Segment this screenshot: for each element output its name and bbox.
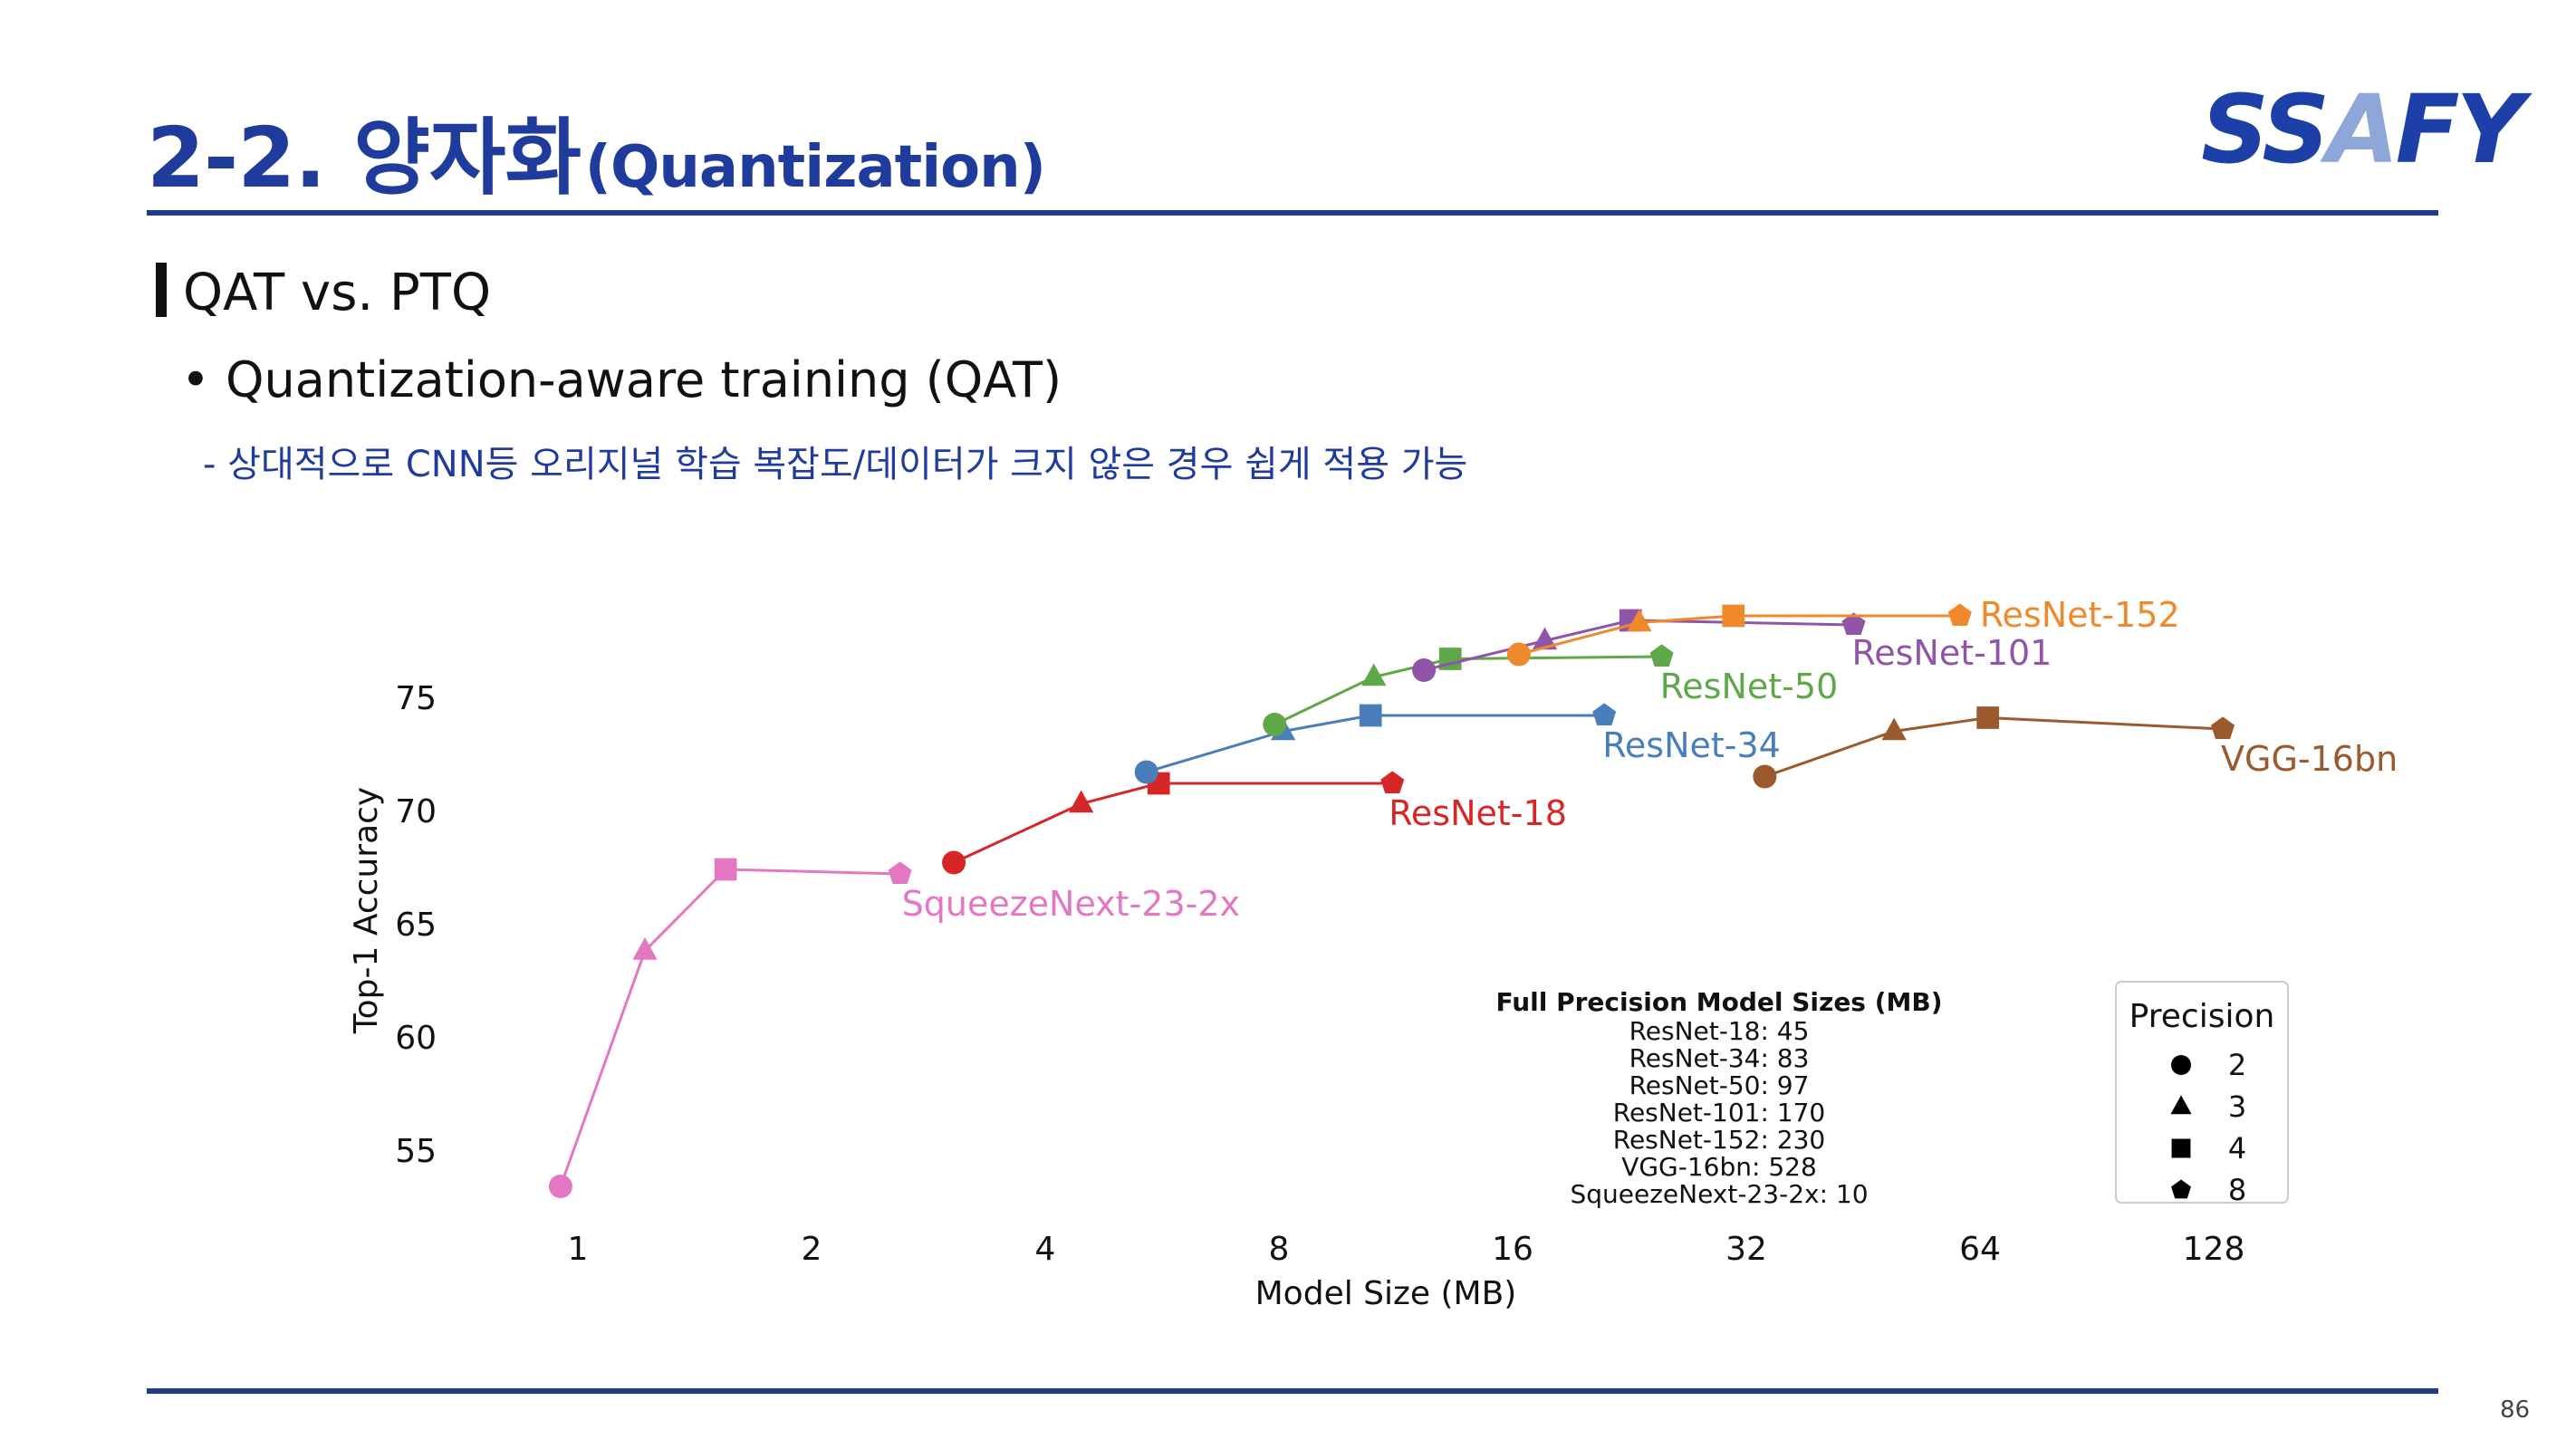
data-point — [1649, 644, 1674, 667]
series-resnet-50: ResNet-50 — [1263, 644, 1838, 736]
info-box-line: ResNet-18: 45 — [1629, 1016, 1810, 1046]
logo-part-fy: FY — [2395, 74, 2524, 185]
series-resnet-34: ResNet-34 — [1134, 703, 1781, 784]
series-label: VGG-16bn — [2221, 739, 2398, 779]
data-point — [1359, 704, 1382, 727]
data-point — [1753, 764, 1777, 789]
series-squeezenext-23-2x: SqueezeNext-23-2x — [548, 858, 1240, 1198]
legend-label: 3 — [2228, 1089, 2246, 1124]
x-axis-label: Model Size (MB) — [1255, 1275, 1517, 1312]
legend-label: 8 — [2228, 1173, 2246, 1207]
data-point — [1134, 760, 1158, 784]
section-heading-text: QAT vs. PTQ — [183, 264, 492, 322]
x-tick-label: 64 — [1959, 1231, 2001, 1268]
data-point — [632, 937, 658, 960]
legend-marker-circle — [2171, 1055, 2191, 1075]
series-line — [1764, 715, 2224, 778]
legend-marker-pentagon — [2171, 1179, 2191, 1199]
y-tick-label: 70 — [395, 793, 437, 830]
x-tick-label: 32 — [1725, 1231, 1767, 1268]
series-label: ResNet-152 — [1980, 595, 2180, 635]
data-point — [1412, 658, 1437, 682]
header-divider — [147, 210, 2438, 216]
title-main: 2-2. 양자화 — [147, 110, 582, 206]
page-title: 2-2. 양자화 (Quantization) — [147, 91, 1046, 211]
series-label: ResNet-101 — [1852, 633, 2052, 673]
series-vgg-16bn: VGG-16bn — [1753, 706, 2398, 789]
logo-part-a: A — [2326, 74, 2398, 185]
y-tick-label: 65 — [395, 907, 437, 944]
data-point — [1069, 790, 1094, 813]
info-box-line: SqueezeNext-23-2x: 10 — [1570, 1179, 1868, 1209]
info-box-line: ResNet-101: 170 — [1613, 1098, 1826, 1128]
logo-part-ss: SS — [2201, 74, 2330, 185]
data-point — [942, 850, 966, 875]
series-line — [1274, 655, 1662, 726]
y-tick-label: 55 — [395, 1133, 437, 1170]
series-resnet-101: ResNet-101 — [1412, 609, 2052, 682]
series-line — [559, 868, 900, 1187]
legend-label: 2 — [2228, 1048, 2246, 1082]
data-point — [888, 861, 912, 885]
ssafy-logo: SSAFY — [2201, 74, 2524, 185]
data-point — [1722, 604, 1745, 628]
data-point — [714, 858, 737, 881]
legend-marker-triangle — [2170, 1095, 2192, 1115]
y-tick-label: 60 — [395, 1020, 437, 1057]
data-point — [1881, 717, 1907, 741]
legend-label: 4 — [2228, 1131, 2246, 1166]
legend-title: Precision — [2129, 998, 2275, 1035]
y-axis-label: Top-1 Accuracy — [348, 787, 385, 1034]
series-label: ResNet-34 — [1602, 725, 1781, 765]
legend-frame — [2115, 981, 2289, 1204]
legend-marker-square — [2171, 1138, 2191, 1158]
sub-bullet-text: - 상대적으로 CNN등 오리지널 학습 복잡도/데이터가 크지 않은 경우 쉽… — [203, 444, 1468, 485]
info-box-line: ResNet-34: 83 — [1629, 1043, 1810, 1073]
info-box-line: ResNet-50: 97 — [1629, 1070, 1810, 1100]
info-box-line: VGG-16bn: 528 — [1621, 1152, 1817, 1182]
data-point — [2211, 716, 2235, 740]
series-resnet-18: ResNet-18 — [942, 771, 1567, 875]
footer-divider — [147, 1388, 2438, 1394]
section-bar — [156, 263, 167, 317]
series-line — [1146, 714, 1605, 773]
data-point — [1947, 603, 1972, 627]
series-line — [953, 782, 1393, 864]
x-tick-label: 16 — [1492, 1231, 1533, 1268]
title-sub: (Quantization) — [584, 134, 1046, 201]
data-point — [1532, 627, 1558, 650]
x-tick-label: 128 — [2183, 1231, 2245, 1268]
data-point — [1361, 663, 1387, 686]
data-point — [1506, 642, 1531, 667]
bullet-text: • Quantization-aware training (QAT) — [181, 351, 1062, 408]
series-label: ResNet-18 — [1389, 793, 1567, 833]
series-line — [1518, 614, 1960, 656]
data-point — [1627, 609, 1652, 632]
precision-legend: Precision 2 3 4 8 — [2115, 981, 2289, 1207]
data-point — [1263, 713, 1287, 736]
data-point — [548, 1175, 572, 1198]
data-point — [1592, 703, 1617, 726]
x-tick-label: 8 — [1269, 1231, 1290, 1268]
section-heading: QAT vs. PTQ — [156, 263, 491, 322]
page-number: 86 — [2500, 1396, 2531, 1424]
series-resnet-152: ResNet-152 — [1506, 595, 2180, 667]
x-tick-label: 2 — [802, 1231, 822, 1268]
info-box-line: ResNet-152: 230 — [1613, 1125, 1826, 1155]
data-point — [1841, 612, 1866, 636]
data-point — [1380, 771, 1405, 794]
series-label: SqueezeNext-23-2x — [902, 884, 1240, 924]
x-tick-label: 1 — [568, 1231, 589, 1268]
series-label: ResNet-50 — [1660, 667, 1839, 706]
x-tick-label: 4 — [1035, 1231, 1056, 1268]
info-box-title: Full Precision Model Sizes (MB) — [1495, 987, 1942, 1017]
data-point — [1976, 706, 1999, 729]
chart-series: SqueezeNext-23-2x ResNet-18 ResNet-34 ResNe… — [548, 595, 2398, 1198]
y-tick-label: 75 — [395, 680, 437, 717]
info-box: Full Precision Model Sizes (MB)ResNet-18… — [1495, 987, 1942, 1209]
